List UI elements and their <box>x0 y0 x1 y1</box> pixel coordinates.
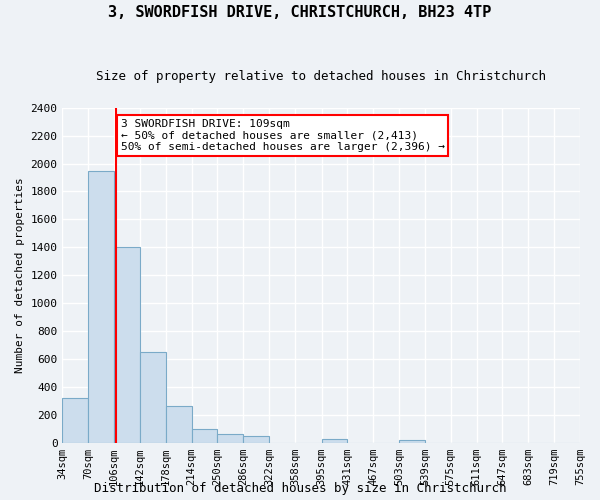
Text: 3 SWORDFISH DRIVE: 109sqm
← 50% of detached houses are smaller (2,413)
50% of se: 3 SWORDFISH DRIVE: 109sqm ← 50% of detac… <box>121 119 445 152</box>
Bar <box>217 434 244 442</box>
Text: 3, SWORDFISH DRIVE, CHRISTCHURCH, BH23 4TP: 3, SWORDFISH DRIVE, CHRISTCHURCH, BH23 4… <box>109 5 491 20</box>
Bar <box>244 436 269 442</box>
Bar <box>191 428 217 442</box>
Bar <box>114 248 140 442</box>
Bar <box>88 170 114 442</box>
Bar <box>140 352 166 442</box>
Bar <box>62 398 88 442</box>
Title: Size of property relative to detached houses in Christchurch: Size of property relative to detached ho… <box>96 70 546 83</box>
Bar <box>166 406 191 442</box>
Bar <box>399 440 425 442</box>
Y-axis label: Number of detached properties: Number of detached properties <box>15 178 25 373</box>
Bar <box>322 439 347 442</box>
Text: Distribution of detached houses by size in Christchurch: Distribution of detached houses by size … <box>94 482 506 495</box>
